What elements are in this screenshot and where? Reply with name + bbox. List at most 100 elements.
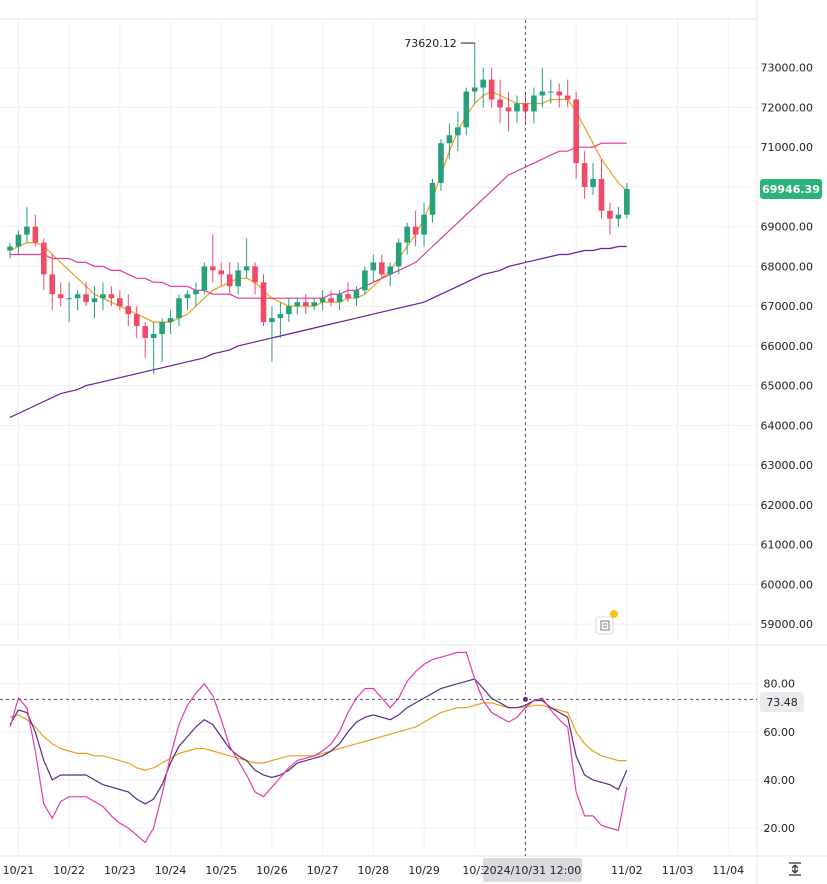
auto-scale-icon[interactable]	[789, 862, 801, 876]
candle	[539, 67, 546, 108]
candle	[243, 238, 250, 279]
time-crosshair-badge: 2024/10/31 12:00	[483, 858, 582, 882]
candle	[319, 290, 326, 311]
candle	[108, 286, 115, 307]
candle	[438, 139, 444, 191]
candle	[505, 91, 512, 132]
candle	[142, 322, 148, 358]
price-tick-label: 63000.00	[761, 459, 814, 472]
candle	[429, 178, 436, 223]
candle	[463, 87, 470, 136]
candle	[615, 206, 622, 227]
moving-average-lines	[9, 90, 628, 418]
crosshair-point	[521, 695, 529, 703]
candle	[49, 254, 56, 311]
candle	[218, 262, 225, 287]
indicator-line-1	[9, 702, 627, 771]
candle	[24, 206, 30, 243]
candle	[455, 111, 461, 152]
candle	[193, 282, 199, 307]
indicator-crosshair-label: 73.48	[766, 696, 798, 709]
candle	[345, 282, 351, 303]
time-tick-label: 10/23	[104, 864, 136, 877]
indicator-line-2	[9, 678, 628, 805]
candle	[91, 286, 98, 319]
candle	[573, 91, 579, 179]
event-marker[interactable]	[595, 610, 618, 635]
time-tick-label: 10/29	[408, 864, 440, 877]
price-tick-label: 72000.00	[761, 101, 814, 114]
time-tick-label: 10/24	[155, 864, 187, 877]
candle	[387, 262, 394, 287]
time-tick-label: 10/3	[462, 864, 487, 877]
price-tick-label: 68000.00	[761, 260, 814, 273]
time-tick-label: 11/03	[662, 864, 694, 877]
candle	[15, 230, 22, 255]
price-tick-label: 59000.00	[761, 618, 814, 631]
indicator-axis[interactable]: 80.00 60.00 40.00 20.00	[764, 678, 796, 835]
price-tick-label: 62000.00	[761, 499, 814, 512]
candle	[252, 262, 258, 295]
price-tick-label: 66000.00	[761, 340, 814, 353]
candle	[100, 282, 106, 311]
candle	[294, 298, 301, 315]
candle	[607, 202, 613, 235]
candle	[353, 286, 360, 307]
last-price-badge: 69946.39	[760, 179, 822, 200]
candle	[133, 306, 140, 338]
candle	[269, 306, 275, 362]
price-tick-label: 69000.00	[761, 221, 814, 234]
indicator-tick-label: 40.00	[764, 774, 796, 787]
candle	[370, 254, 377, 283]
candle	[150, 322, 157, 374]
candlestick-series	[7, 43, 630, 374]
candle	[159, 318, 165, 362]
candle	[235, 262, 241, 295]
time-tick-label: 11/02	[611, 864, 643, 877]
indicator-tick-label: 60.00	[764, 726, 796, 739]
price-tick-label: 65000.00	[761, 380, 814, 393]
candle	[66, 282, 72, 323]
candle	[564, 79, 571, 108]
indicator-tick-label: 20.00	[764, 822, 796, 835]
price-tick-label: 67000.00	[761, 300, 814, 313]
price-tick-label: 64000.00	[761, 419, 814, 432]
price-axis[interactable]: 73000.0072000.0071000.0070000.0069000.00…	[761, 62, 814, 631]
candle	[117, 290, 123, 311]
time-tick-label: 10/21	[3, 864, 35, 877]
time-axis[interactable]: 10/21 10/22 10/23 10/24 10/25 10/26 10/27 10/28…	[3, 864, 745, 877]
candle	[379, 254, 385, 279]
price-tick-label: 60000.00	[761, 578, 814, 591]
candle	[7, 242, 13, 259]
notification-dot-icon	[610, 610, 618, 618]
time-tick-label: 10/26	[256, 864, 288, 877]
candle	[531, 87, 537, 124]
time-tick-label: 10/22	[53, 864, 85, 877]
candle	[624, 182, 630, 219]
time-tick-label: 10/28	[357, 864, 389, 877]
candle	[412, 210, 419, 247]
candle	[581, 151, 588, 199]
last-price-label: 69946.39	[762, 183, 820, 196]
candle	[226, 262, 233, 295]
candle	[184, 290, 191, 311]
moving-average-line-2	[10, 142, 627, 299]
candle	[125, 294, 132, 327]
candle	[395, 238, 402, 275]
candle	[404, 222, 410, 255]
indicator-value-badge: 73.48	[760, 692, 804, 712]
candle	[176, 294, 182, 327]
candle	[277, 302, 284, 338]
candle	[471, 43, 478, 104]
high-annotation: 73620.12	[404, 37, 475, 50]
candle	[286, 298, 292, 323]
candle	[446, 123, 453, 160]
indicator-tick-label: 80.00	[764, 678, 796, 691]
price-tick-label: 61000.00	[761, 539, 814, 552]
candle	[556, 83, 563, 108]
candle	[598, 159, 605, 219]
candle	[167, 310, 174, 334]
candle	[488, 67, 495, 108]
price-tick-label: 71000.00	[761, 141, 814, 154]
